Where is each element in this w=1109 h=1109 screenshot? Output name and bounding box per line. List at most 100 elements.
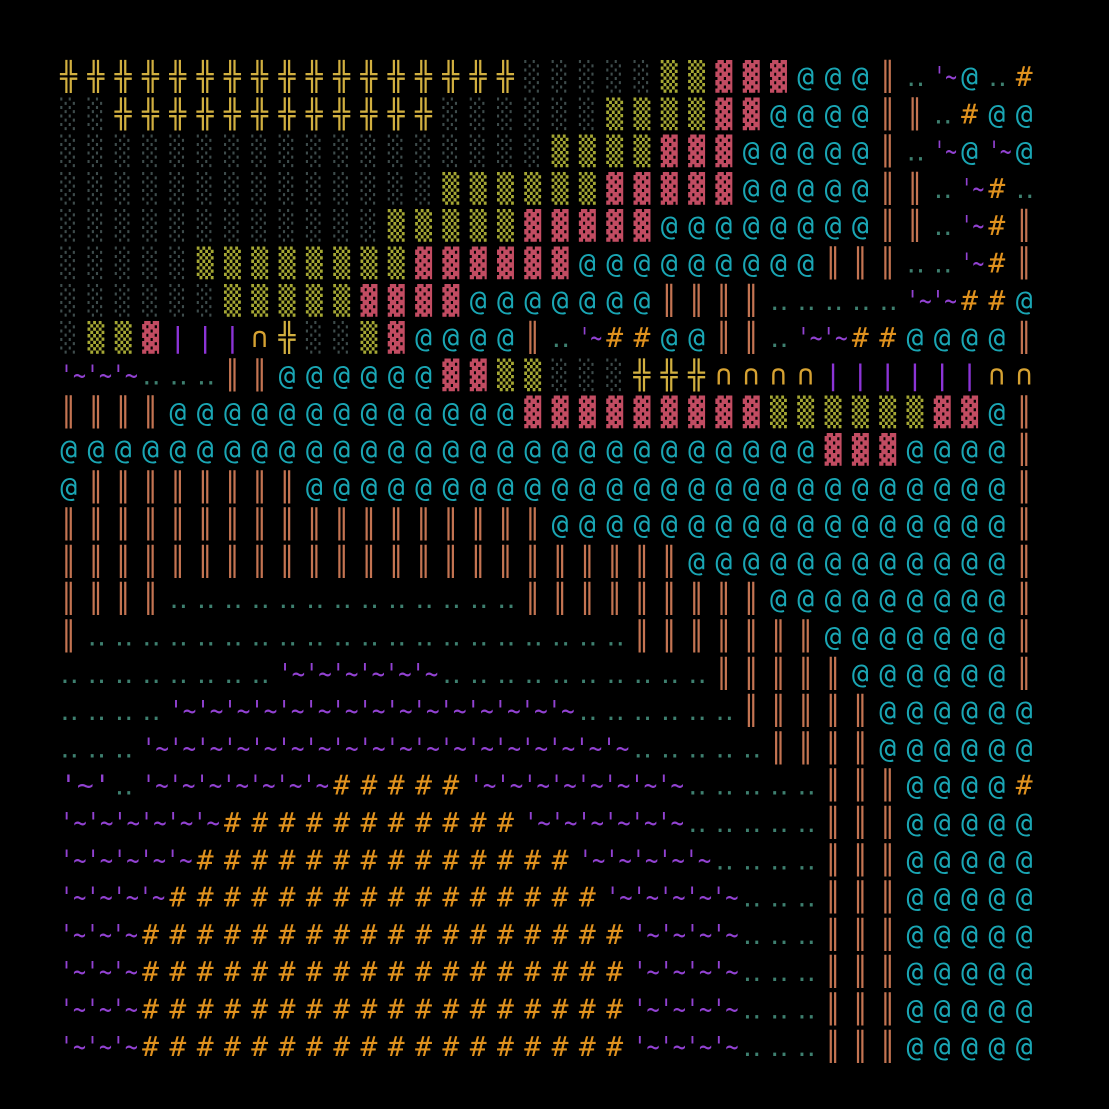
map-tile-run: ║║║║║║║║║ — [524, 581, 759, 615]
map-tile-run: '~'~'~'~'~'~ — [524, 806, 684, 839]
map-tile-run: '~'~'~'~'~'~'~'~ — [470, 769, 684, 802]
map-tile-run: ‥‥‥ — [743, 918, 816, 951]
map-tile-run: ░░░ — [552, 358, 623, 391]
map-tile-run: # — [988, 172, 1005, 205]
map-tile-run: ▓▓▓ — [715, 60, 787, 93]
map-tile-run: # — [1016, 769, 1033, 802]
map-tile-run: '~' — [60, 769, 111, 802]
map-tile-run: '~'~ — [906, 284, 957, 317]
map-tile-run: ‥ — [770, 321, 789, 354]
map-tile-run: '~'~'~'~'~ — [60, 843, 193, 876]
map-tile-run: ‥‥‥ — [142, 358, 215, 391]
map-tile-run: '~'~'~ — [60, 1030, 138, 1063]
map-tile-run: '~'~'~'~'~ — [579, 843, 712, 876]
map-tile-run: ║ — [524, 320, 541, 354]
map-tile-run: @@@@@@@@@@@@@@@@@ — [552, 508, 1006, 541]
map-tile-run: ║ — [879, 96, 896, 130]
map-tile-run: ▓▓▓▓▓▓▓▓▓ — [524, 396, 759, 429]
map-tile-run: ║ — [907, 208, 924, 242]
map-tile-run: '~'~'~ — [60, 918, 138, 951]
map-tile-run: ║ — [1016, 581, 1033, 615]
map-tile-run: ░ — [60, 321, 77, 354]
map-tile-run: ║ — [879, 171, 896, 205]
map-tile-run: ║ — [879, 208, 896, 242]
map-tile-run: @@@ — [797, 60, 869, 93]
map-tile-run: '~'~'~'~ — [633, 1030, 738, 1063]
map-tile-run: '~'~'~'~'~'~'~'~'~'~'~'~'~'~'~ — [169, 694, 575, 727]
map-tile-run: ‥ — [934, 97, 953, 130]
map-tile-run: ‥‥‥ — [743, 1030, 816, 1063]
map-tile-run: '~'~ — [797, 321, 848, 354]
map-tile-run: ╬╬╬╬╬╬╬╬╬╬╬╬╬╬╬╬╬ — [59, 59, 515, 94]
map-tile-run: ║ — [1016, 656, 1033, 690]
map-tile-run: # — [961, 97, 978, 130]
map-tile-run: ‥ — [552, 321, 571, 354]
map-tile-run: ║║║ — [825, 842, 896, 876]
map-tile-run: ▓▓▓ — [661, 135, 733, 168]
map-tile-run: ‥ — [934, 209, 953, 242]
map-tile-run: '~ — [579, 321, 602, 354]
map-tile-run: @ — [1016, 135, 1033, 168]
map-tile-run: ║║║ — [825, 992, 896, 1026]
map-tile-run: ║ — [879, 246, 896, 280]
map-tile-run: '~'~'~'~'~'~ — [60, 806, 220, 839]
map-tile-run: ║ — [1016, 208, 1033, 242]
map-tile-run: ║ — [852, 246, 869, 280]
map-tile-run: '~'~'~ — [60, 993, 138, 1026]
map-tile-run: ║║║ — [825, 880, 896, 914]
map-tile-run: '~ — [934, 60, 957, 93]
map-tile-run: ║ — [1016, 469, 1033, 503]
map-tile-run: ‥ — [934, 172, 953, 205]
map-tile-run: @@@@@@@@@ — [579, 247, 814, 280]
map-tile-run: ║ — [879, 59, 896, 93]
map-tile-run: @@@@@@@@@@@@@ — [169, 396, 514, 429]
map-tile-run: @ — [60, 470, 77, 503]
map-tile-run: ‥ — [934, 247, 953, 280]
map-tile-run: ▓ — [142, 321, 159, 354]
map-tile-run: ║ — [879, 134, 896, 168]
map-tile-run: ║ — [1016, 246, 1033, 280]
map-tile-run: ‥ — [907, 60, 926, 93]
map-tile-run: ║ — [1016, 395, 1033, 429]
map-tile-run: ║ — [1016, 507, 1033, 541]
map-tile-run: ‥‥‥ — [743, 993, 816, 1026]
map-tile-run: '~'~'~ — [60, 358, 138, 391]
map-tile-run: ║ — [825, 246, 842, 280]
map-tile-run: ‥‥‥ — [743, 955, 816, 988]
map-tile-run: ╬ — [278, 320, 297, 355]
map-tile-run: ║║║ — [825, 917, 896, 951]
map-tile-run: '~'~'~'~'~ — [606, 881, 739, 914]
map-tile-run: ║║║ — [825, 768, 896, 802]
map-tile-run: ║ — [1016, 619, 1033, 653]
map-tile-run: ║ — [1016, 544, 1033, 578]
map-tile-run: @ — [988, 396, 1005, 429]
map-tile-run: ‥ — [115, 769, 134, 802]
map-tile-run: '~'~'~ — [60, 955, 138, 988]
map-tile-run: ╬╬╬ — [633, 357, 707, 392]
map-tile-run: ‥ — [988, 60, 1007, 93]
map-tile-run: @ — [961, 135, 978, 168]
map-tile-run: ∩ — [251, 321, 268, 354]
map-tile-run: ▓▓▓ — [825, 433, 897, 466]
map-tile-run: '~ — [961, 247, 984, 280]
map-tile-run: ║║║ — [825, 1029, 896, 1063]
map-tile-run: ||| — [169, 321, 240, 354]
map-tile-run: ‥‥‥ — [743, 881, 816, 914]
map-tile-run: ▒ — [361, 320, 378, 354]
map-tile-run: @ — [1016, 284, 1033, 317]
map-tile-run: '~'~'~'~ — [633, 918, 738, 951]
map-tile-run: ║║║║║║║ — [634, 619, 815, 653]
map-tile-run: '~ — [988, 135, 1011, 168]
map-tile-run: '~ — [961, 172, 984, 205]
map-tile-run: ║ — [907, 171, 924, 205]
map-tile-run: ║ — [60, 619, 77, 653]
map-tile-run: ║║║ — [825, 954, 896, 988]
map-tile-run: ║ — [1016, 432, 1033, 466]
map-tile-run: ▓ — [388, 321, 405, 354]
map-tile-run: ‥ — [1016, 172, 1035, 205]
map-tile-run: ║║║║║║║║║║║║║║║║║║║║║║║ — [60, 544, 677, 578]
map-tile-run: ‥‥‥‥‥‥‥‥‥‥‥‥‥ — [169, 582, 515, 615]
map-tile-run: '~ — [961, 209, 984, 242]
